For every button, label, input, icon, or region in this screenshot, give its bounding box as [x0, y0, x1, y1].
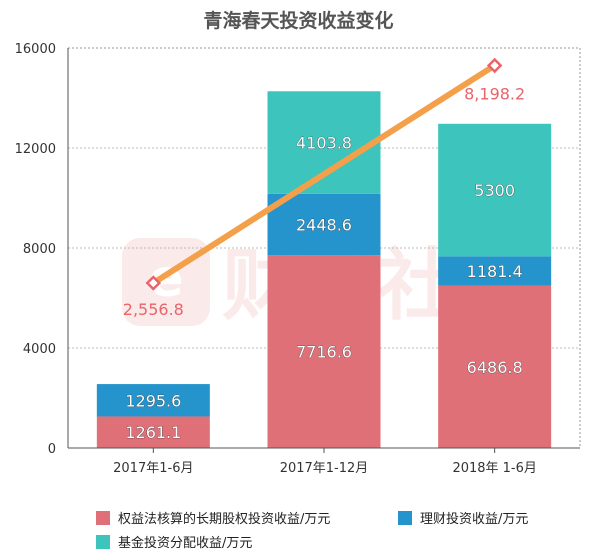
legend-item: 基金投资分配收益/万元	[96, 532, 252, 551]
bar-segment	[267, 193, 381, 256]
bar-data-label: 2448.6	[296, 215, 352, 234]
bar-data-label: 1181.4	[467, 262, 523, 281]
bar-segment	[96, 416, 210, 448]
legend-label: 基金投资分配收益/万元	[118, 536, 253, 551]
line-data-label: 2,556.8	[123, 300, 184, 319]
legend-label: 理财投资收益/万元	[420, 512, 529, 527]
trend-line	[150, 62, 498, 286]
bar-segment	[96, 384, 210, 417]
line-marker	[486, 57, 503, 74]
chart-title: 青海春天投资收益变化	[203, 10, 394, 32]
legend-swatch	[96, 510, 110, 525]
bar-segment	[438, 123, 552, 257]
bar-data-label: 6486.8	[467, 358, 523, 377]
legend-label: 权益法核算的长期股权投资收益/万元	[118, 512, 331, 527]
y-tick-label: 4000	[23, 342, 56, 357]
line-data-label: 8,198.2	[464, 85, 525, 104]
bar-data-label: 1295.6	[125, 391, 181, 410]
legend-swatch	[96, 534, 110, 549]
x-tick-label: 2017年1-12月	[280, 461, 369, 476]
bar-data-label: 4103.8	[296, 134, 352, 153]
x-tick-label: 2018年 1-6月	[452, 461, 536, 476]
line-marker	[145, 275, 162, 291]
bar-segment	[438, 285, 552, 448]
bar-segment	[438, 256, 552, 286]
legend-item: 权益法核算的长期股权投资收益/万元	[96, 508, 330, 527]
legend: 权益法核算的长期股权投资收益/万元 理财投资收益/万元基金投资分配收益/万元	[0, 500, 597, 556]
bar-data-label: 7716.6	[296, 343, 352, 362]
bar-segment	[267, 255, 381, 448]
y-tick-label: 16000	[15, 42, 56, 57]
bar-data-label: 5300	[474, 181, 515, 200]
legend-swatch	[398, 510, 412, 525]
y-tick-label: 12000	[15, 142, 56, 157]
legend-item: 理财投资收益/万元	[398, 508, 528, 527]
bar-data-label: 1261.1	[125, 423, 181, 442]
y-tick-label: 8000	[23, 242, 56, 257]
chart-plot: e 财联社 04000800012000160002017年1-6月2017年1…	[15, 42, 581, 476]
y-tick-label: 0	[48, 442, 56, 457]
x-tick-label: 2017年1-6月	[113, 461, 193, 476]
